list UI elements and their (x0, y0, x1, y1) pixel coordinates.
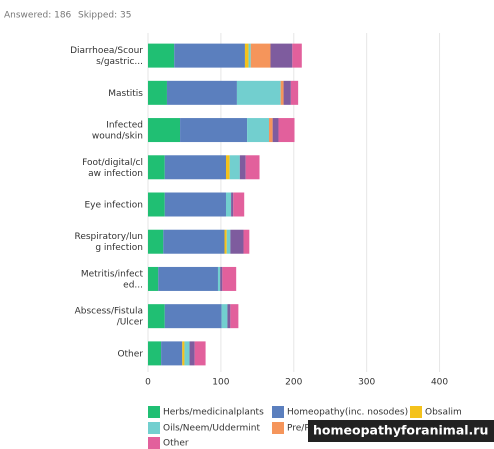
bar-segment (148, 192, 165, 217)
bar-segment (272, 118, 279, 143)
bar-segment (220, 266, 223, 291)
bar-segment (243, 229, 250, 254)
legend-label: Pre/Pro (287, 424, 319, 434)
bar-segment (225, 155, 230, 180)
bar-segment (230, 229, 244, 254)
bar-segment (221, 304, 228, 329)
bar-segment (231, 192, 234, 217)
legend-label: Obsalim (425, 408, 462, 418)
bar-segment (148, 155, 165, 180)
x-tick-label: 100 (212, 378, 229, 388)
bar-segment (225, 192, 232, 217)
bar-segment (164, 155, 226, 180)
bar-segment (292, 43, 302, 68)
bar-segment (180, 118, 248, 143)
bar-segment (247, 118, 269, 143)
bar-segment (226, 229, 231, 254)
y-tick-label: Other (117, 349, 143, 359)
legend-label: Other (163, 439, 189, 449)
bar-segment (194, 341, 206, 366)
bar-segment (148, 80, 167, 105)
legend-label: Herbs/medicinalplants (163, 408, 264, 418)
bar-segment (290, 80, 299, 105)
legend-swatch (148, 406, 160, 418)
bar-segment (148, 43, 175, 68)
watermark-bg (308, 420, 494, 442)
bar-segment (280, 80, 284, 105)
bar-segment (222, 266, 237, 291)
bar-segment (174, 43, 245, 68)
y-tick-label: Foot/digital/cl aw infection (82, 157, 143, 178)
y-tick-label: Metritis/infect ed... (81, 269, 144, 290)
bar-segment (227, 304, 231, 329)
bar-segment (164, 304, 222, 329)
watermark: homeopathyforanimal.ru (313, 423, 488, 438)
bar-segment (148, 266, 159, 291)
bar-segment (182, 341, 185, 366)
answered-count: Answered: 186 (4, 11, 72, 21)
bar-segment (236, 80, 281, 105)
bar-segment (148, 118, 181, 143)
legend-swatch (272, 422, 284, 434)
bar-segment (268, 118, 273, 143)
legend-swatch (410, 406, 422, 418)
bar-segment (239, 155, 246, 180)
legend-swatch (148, 422, 160, 434)
legend-swatch (148, 437, 160, 449)
y-tick-label: Eye infection (84, 200, 143, 210)
bar-segment (148, 341, 162, 366)
skipped-count: Skipped: 35 (78, 11, 131, 21)
x-tick-label: 0 (145, 378, 151, 388)
legend-label: Homeopathy(inc. nosodes) (287, 408, 408, 418)
bar-segment (161, 341, 183, 366)
bar-segment (163, 229, 225, 254)
y-tick-label: Infected wound/skin (92, 120, 143, 141)
bar-segment (158, 266, 218, 291)
bar-segment (148, 229, 164, 254)
bar-segment (250, 43, 271, 68)
bar-segment (148, 304, 165, 329)
y-tick-label: Diarrhoea/Scour s/gastric... (70, 46, 143, 67)
bar-segment (283, 80, 291, 105)
bar-segment (245, 155, 260, 180)
y-tick-label: Respiratory/lun g infection (74, 232, 143, 253)
bar-segment (229, 155, 240, 180)
bar-segment (270, 43, 293, 68)
bar-segment (244, 43, 249, 68)
bar-segment (224, 229, 227, 254)
legend-label: Oils/Neem/Uddermint (163, 424, 260, 434)
bar-segment (230, 304, 239, 329)
bar-segment (189, 341, 195, 366)
bar-segment (217, 266, 221, 291)
y-tick-label: Mastitis (108, 88, 143, 98)
x-tick-label: 400 (431, 378, 448, 388)
bar-segment (184, 341, 190, 366)
bar-segment (248, 43, 251, 68)
y-tick-label: Abscess/Fistula/Ulcer (75, 306, 144, 327)
bar-segment (233, 192, 245, 217)
bar-segment (278, 118, 295, 143)
bar-segment (166, 80, 237, 105)
x-tick-label: 200 (285, 378, 302, 388)
x-tick-label: 300 (358, 378, 375, 388)
legend-swatch (272, 406, 284, 418)
bar-segment (164, 192, 226, 217)
